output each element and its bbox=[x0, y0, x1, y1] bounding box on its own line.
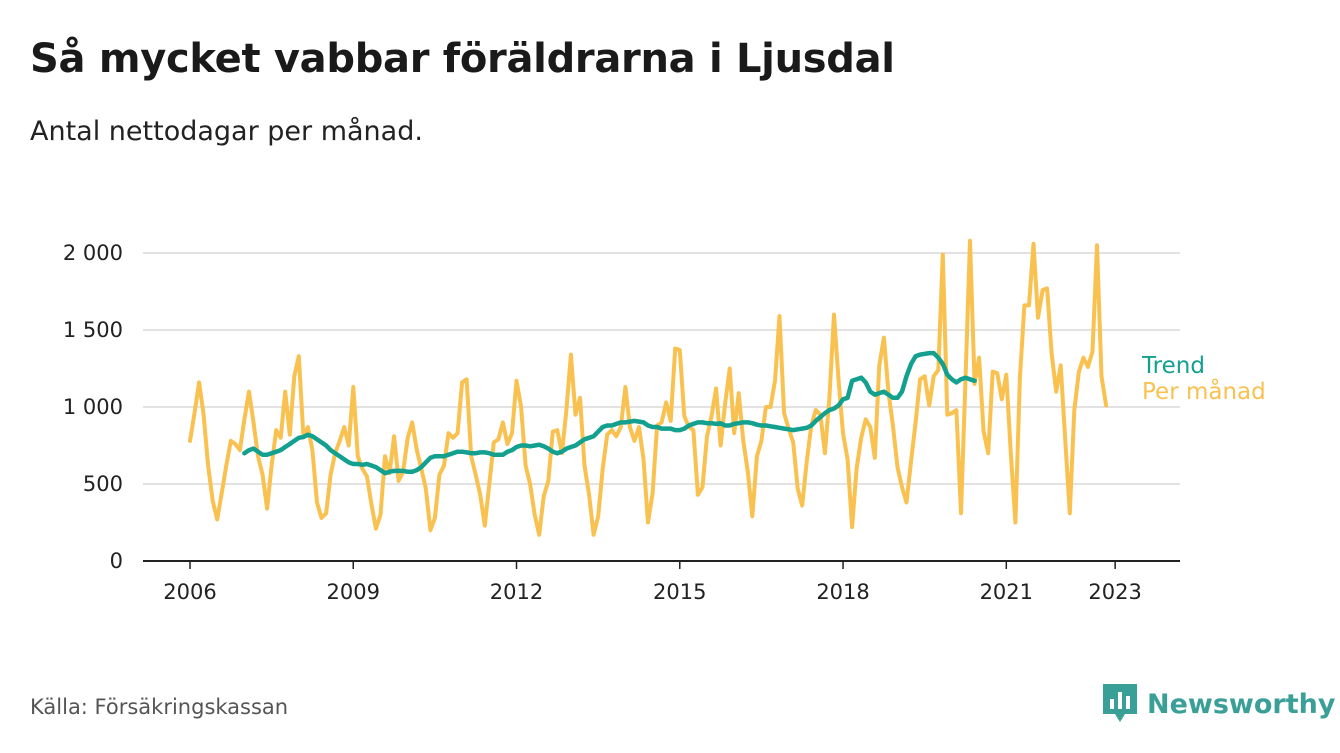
y-tick-label: 2 000 bbox=[63, 241, 123, 265]
y-tick-label: 1 500 bbox=[63, 318, 123, 342]
y-axis-tick-labels: 0 500 1 000 1 500 2 000 bbox=[63, 241, 123, 573]
x-tick-label: 2009 bbox=[327, 580, 380, 604]
y-tick-label: 0 bbox=[110, 549, 123, 573]
chart-subtitle: Antal nettodagar per månad. bbox=[30, 116, 423, 147]
series-label-trend: Trend bbox=[1141, 353, 1205, 379]
x-axis-tick-labels: 2006 2009 2012 2015 2018 2021 2023 bbox=[163, 561, 1142, 604]
y-tick-label: 1 000 bbox=[63, 395, 123, 419]
series-label-per-manad: Per månad bbox=[1142, 377, 1266, 405]
x-tick-label: 2018 bbox=[816, 580, 869, 604]
series-line-trend bbox=[242, 350, 977, 476]
source-note: Källa: Försäkringskassan bbox=[30, 695, 289, 719]
brand-name: Newsworthy bbox=[1147, 688, 1336, 720]
x-tick-label: 2023 bbox=[1088, 580, 1141, 604]
y-tick-label: 500 bbox=[83, 472, 123, 496]
series-lines bbox=[188, 238, 1109, 537]
x-tick-label: 2006 bbox=[163, 580, 216, 604]
newsworthy-logo[interactable]: Newsworthy bbox=[1103, 684, 1335, 724]
chart-title: Så mycket vabbar föräldrarna i Ljusdal bbox=[30, 36, 895, 82]
series-line-per-manad bbox=[188, 238, 1109, 537]
x-tick-label: 2015 bbox=[653, 580, 706, 604]
gridlines bbox=[143, 252, 1180, 562]
x-tick-label: 2012 bbox=[490, 580, 543, 604]
newsworthy-logo-icon bbox=[1103, 684, 1137, 722]
x-tick-label: 2021 bbox=[980, 580, 1033, 604]
